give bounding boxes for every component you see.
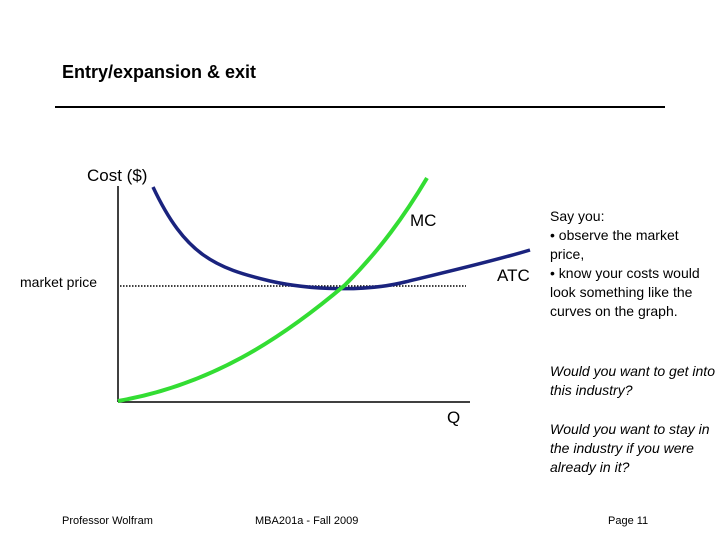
scenario-intro: Say you:	[550, 208, 605, 224]
atc-label: ATC	[497, 266, 530, 285]
footer-course: MBA201a - Fall 2009	[255, 515, 359, 527]
title-divider	[55, 106, 665, 108]
question-stay: Would you want to stay in the industry i…	[550, 421, 710, 475]
atc-curve	[151, 186, 531, 291]
slide-title: Entry/expansion & exit	[62, 62, 257, 82]
mc-curve	[117, 176, 429, 403]
footer-author: Professor Wolfram	[62, 515, 153, 527]
question-entry: Would you want to get into this industry…	[550, 363, 715, 398]
mc-label: MC	[410, 211, 437, 230]
scenario-bullet-costs: • know your costs would look something l…	[550, 265, 700, 319]
y-axis-label: Cost ($)	[87, 166, 148, 185]
scenario-bullet-price: • observe the market price,	[550, 227, 679, 262]
footer-page-number: Page 11	[608, 515, 649, 527]
x-axis-label: Q	[447, 408, 461, 427]
market-price-label: market price	[20, 274, 98, 290]
scenario-text: Say you: • observe the market price, • k…	[550, 207, 715, 321]
